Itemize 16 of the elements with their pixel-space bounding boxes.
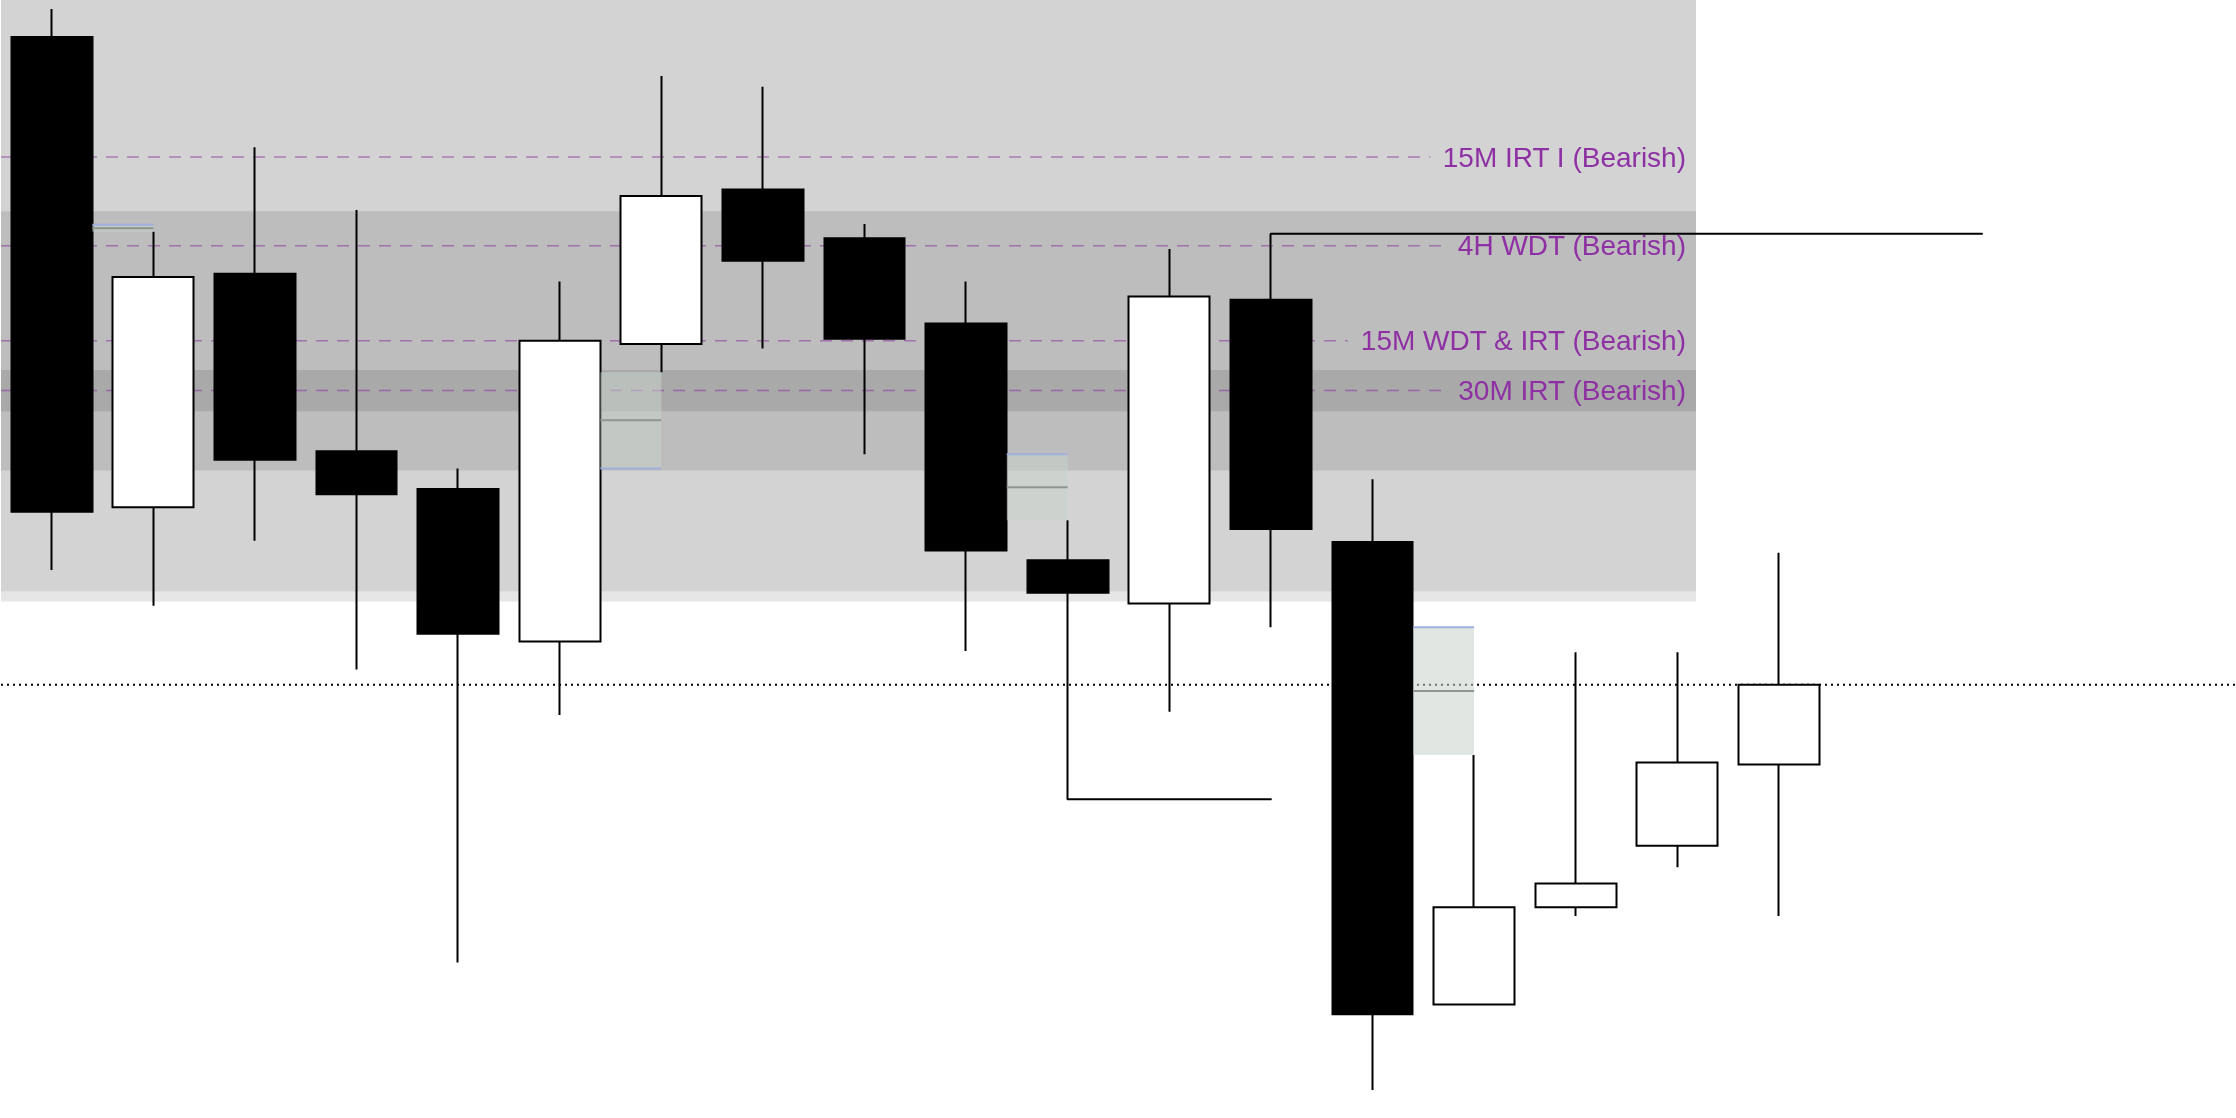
candlestick — [721, 85, 805, 350]
candlestick — [213, 146, 297, 542]
candlestick — [619, 75, 703, 374]
candlestick — [416, 467, 500, 964]
ref-line-label: 15M WDT & IRT (Bearish) — [1360, 325, 1687, 357]
candlestick — [111, 230, 195, 607]
candlestick — [518, 280, 602, 716]
candlestick — [823, 223, 906, 456]
candlestick — [924, 280, 1008, 653]
candlestick — [10, 8, 94, 572]
ref-line-label: 4H WDT (Bearish) — [1457, 230, 1687, 262]
candlestick — [1432, 753, 1516, 1006]
candlestick — [1331, 478, 1414, 1091]
ref-line-label: 30M IRT (Bearish) — [1458, 375, 1687, 407]
ref-line-label: 15M IRT I (Bearish) — [1442, 141, 1687, 173]
candlestick — [315, 209, 398, 671]
